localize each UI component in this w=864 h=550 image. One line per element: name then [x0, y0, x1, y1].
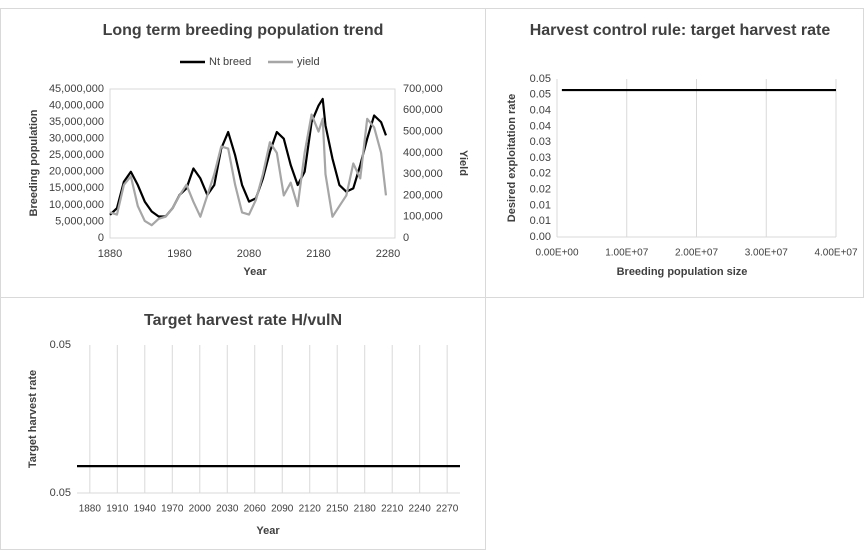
- y-tick-label: 0.04: [530, 105, 551, 117]
- plot-frame: [109, 88, 396, 239]
- y-tick-label: 40,000,000: [49, 99, 104, 111]
- x-tick-label: 2180: [306, 248, 330, 260]
- x-tick-label: 1970: [161, 504, 184, 515]
- y2-tick-label: 600,000: [403, 104, 443, 116]
- y-tick-label: 5,000,000: [55, 215, 104, 227]
- y-tick-label: 15,000,000: [49, 182, 104, 194]
- x-tick-label: 1980: [167, 248, 191, 260]
- y-tick-label: 0.05: [530, 73, 551, 85]
- series-line: [109, 113, 388, 227]
- x-axis-label: Year: [243, 266, 267, 278]
- x-tick-label: 1.00E+07: [605, 248, 649, 259]
- x-tick-label: 0.00E+00: [535, 248, 579, 259]
- chart-title: Target harvest rate H/vulN: [144, 312, 342, 329]
- y2-tick-label: 100,000: [403, 211, 443, 223]
- y-tick-label: 20,000,000: [49, 166, 104, 178]
- y-tick-label: 0: [98, 232, 104, 244]
- x-tick-label: 3.00E+07: [745, 248, 789, 259]
- y-tick-label: 0.02: [530, 168, 551, 180]
- x-axis-label: Year: [256, 525, 280, 537]
- x-tick-label: 4.00E+07: [814, 248, 858, 259]
- x-tick-label: 1910: [106, 504, 129, 515]
- x-tick-label: 2280: [376, 248, 400, 260]
- y-tick-label: 45,000,000: [49, 83, 104, 95]
- x-tick-label: 2210: [381, 504, 404, 515]
- x-tick-label: 2080: [237, 248, 261, 260]
- y-tick-label: 0.05: [50, 339, 71, 351]
- series-line: [109, 97, 387, 218]
- x-tick-label: 1940: [134, 504, 157, 515]
- y2-tick-label: 0: [403, 232, 409, 244]
- chart-title: Harvest control rule: target harvest rat…: [529, 22, 831, 39]
- y-tick-label: 0.02: [530, 184, 551, 196]
- y-tick-label: 10,000,000: [49, 199, 104, 211]
- y-tick-label: 0.03: [530, 136, 551, 148]
- y-axis-label: Desired exploitation rate: [506, 94, 518, 222]
- y2-tick-label: 500,000: [403, 125, 443, 137]
- y-tick-label: 0.04: [530, 120, 551, 132]
- y-tick-label: 30,000,000: [49, 133, 104, 145]
- x-tick-label: 2.00E+07: [675, 248, 719, 259]
- y-tick-label: 0.01: [530, 199, 551, 211]
- x-tick-label: 2090: [271, 504, 294, 515]
- y-tick-label: 35,000,000: [49, 116, 104, 128]
- y-axis-label: Breeding population: [28, 109, 40, 216]
- x-tick-label: 2000: [189, 504, 212, 515]
- x-axis-label: Breeding population size: [617, 266, 748, 278]
- y2-tick-label: 400,000: [403, 147, 443, 159]
- x-tick-label: 2060: [244, 504, 267, 515]
- x-tick-label: 2270: [436, 504, 459, 515]
- y-tick-label: 0.00: [530, 231, 551, 243]
- y-tick-label: 0.03: [530, 152, 551, 164]
- chart-title: Long term breeding population trend: [102, 22, 384, 39]
- y2-axis-label: Yield: [457, 150, 469, 176]
- y-axis-label: Target harvest rate: [27, 370, 39, 468]
- x-tick-label: 2030: [216, 504, 239, 515]
- x-tick-label: 1880: [79, 504, 102, 515]
- legend-label: yield: [297, 56, 320, 68]
- x-tick-label: 2180: [354, 504, 377, 515]
- x-tick-label: 2150: [326, 504, 349, 515]
- y2-tick-label: 200,000: [403, 189, 443, 201]
- y-tick-label: 0.01: [530, 215, 551, 227]
- x-tick-label: 2120: [299, 504, 322, 515]
- x-tick-label: 2240: [409, 504, 432, 515]
- x-tick-label: 1880: [98, 248, 122, 260]
- y2-tick-label: 700,000: [403, 83, 443, 95]
- y2-tick-label: 300,000: [403, 168, 443, 180]
- y-tick-label: 25,000,000: [49, 149, 104, 161]
- y-tick-label: 0.05: [530, 89, 551, 101]
- legend-label: Nt breed: [209, 56, 251, 68]
- y-tick-label: 0.05: [50, 487, 71, 499]
